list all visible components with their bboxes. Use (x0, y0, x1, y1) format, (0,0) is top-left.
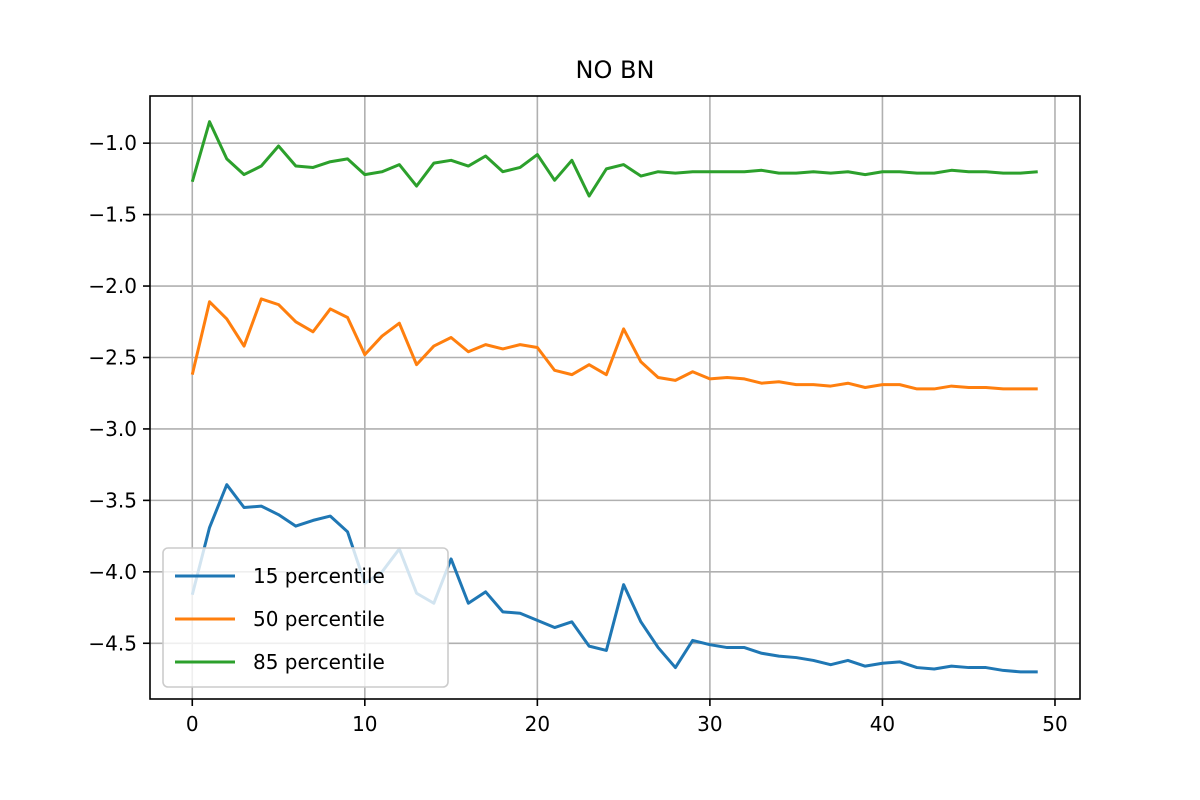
y-tick-label: −3.0 (88, 417, 137, 441)
y-tick-label: −3.5 (88, 488, 137, 512)
series-line-85-percentile (190, 120, 1038, 198)
x-tick-label: 10 (352, 712, 377, 736)
chart-title: NO BN (576, 56, 655, 84)
grid (150, 96, 1080, 699)
ticks: 0 10 20 30 40 50 −1.0 −1.5 −2.0 −2.5 −3.0 −3.5 −4.0 −… (88, 131, 1067, 736)
x-tick-label: 20 (525, 712, 550, 736)
legend-box (162, 547, 449, 688)
legend: 15 percentile 50 percentile 85 percentile (162, 547, 449, 688)
x-tick-label: 30 (697, 712, 722, 736)
x-tick-label: 0 (186, 712, 199, 736)
y-tick-label: −1.0 (88, 131, 137, 155)
y-tick-label: −2.0 (88, 274, 137, 298)
y-tick-label: −2.5 (88, 345, 137, 369)
series-lines (190, 120, 1038, 674)
y-tick-label: −4.5 (88, 631, 137, 655)
legend-label: 85 percentile (253, 650, 385, 674)
x-tick-label: 50 (1042, 712, 1067, 736)
legend-label: 50 percentile (253, 607, 385, 631)
x-tick-label: 40 (870, 712, 895, 736)
series-line-50-percentile (190, 297, 1038, 391)
y-tick-label: −1.5 (88, 203, 137, 227)
series-line-15-percentile (190, 483, 1038, 674)
axes-frame (149, 95, 1081, 700)
y-tick-label: −4.0 (88, 560, 137, 584)
legend-label: 15 percentile (253, 564, 385, 588)
